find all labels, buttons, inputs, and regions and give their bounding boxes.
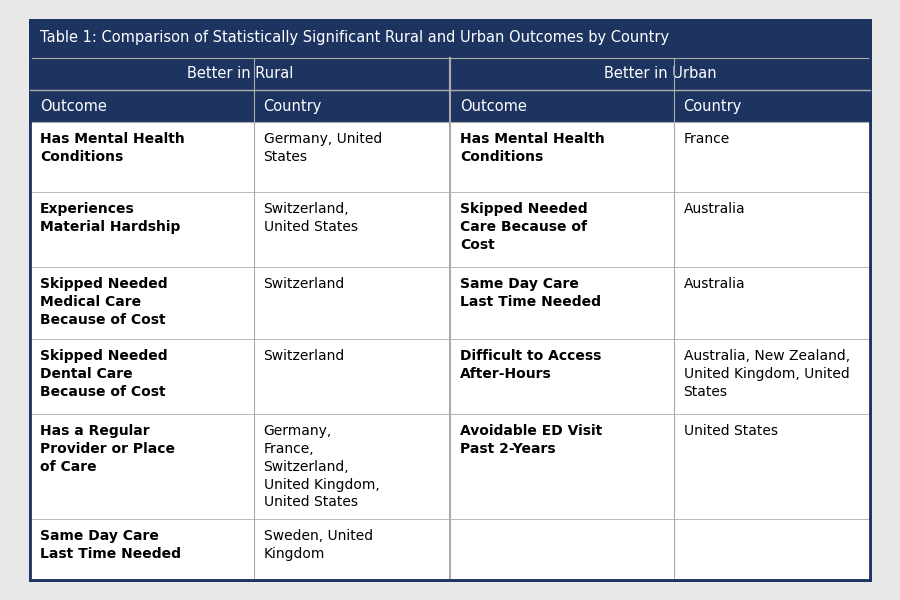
Bar — [450, 267, 673, 339]
Bar — [30, 90, 254, 122]
Text: Same Day Care
Last Time Needed: Same Day Care Last Time Needed — [40, 529, 181, 561]
Text: Experiences
Material Hardship: Experiences Material Hardship — [40, 202, 180, 234]
Text: Country: Country — [684, 99, 742, 114]
Text: Australia: Australia — [684, 202, 745, 216]
Text: Better in Rural: Better in Rural — [187, 66, 293, 81]
Text: Avoidable ED Visit
Past 2-Years: Avoidable ED Visit Past 2-Years — [460, 424, 602, 456]
Bar — [450, 519, 673, 579]
Bar — [30, 339, 254, 414]
Bar — [450, 90, 673, 122]
Bar — [673, 90, 870, 122]
Bar — [673, 414, 870, 519]
Text: Sweden, United
Kingdom: Sweden, United Kingdom — [264, 529, 373, 561]
Bar — [450, 192, 673, 267]
Bar — [673, 519, 870, 579]
Text: Outcome: Outcome — [460, 99, 526, 114]
Bar — [673, 192, 870, 267]
Bar — [254, 192, 450, 267]
Text: Outcome: Outcome — [40, 99, 107, 114]
Text: Germany,
France,
Switzerland,
United Kingdom,
United States: Germany, France, Switzerland, United Kin… — [264, 424, 379, 509]
Text: Skipped Needed
Care Because of
Cost: Skipped Needed Care Because of Cost — [460, 202, 588, 252]
Text: Better in Urban: Better in Urban — [604, 66, 716, 81]
Bar — [673, 122, 870, 192]
Bar — [30, 519, 254, 579]
Bar — [254, 414, 450, 519]
Bar — [30, 267, 254, 339]
Text: Germany, United
States: Germany, United States — [264, 132, 382, 164]
Bar — [30, 20, 870, 58]
Text: Has Mental Health
Conditions: Has Mental Health Conditions — [460, 132, 605, 164]
Text: Skipped Needed
Medical Care
Because of Cost: Skipped Needed Medical Care Because of C… — [40, 277, 167, 326]
Text: Table 1: Comparison of Statistically Significant Rural and Urban Outcomes by Cou: Table 1: Comparison of Statistically Sig… — [40, 30, 669, 45]
Text: United States: United States — [684, 424, 778, 438]
Bar — [254, 90, 450, 122]
Text: France: France — [684, 132, 730, 146]
Text: Australia, New Zealand,
United Kingdom, United
States: Australia, New Zealand, United Kingdom, … — [684, 349, 850, 398]
Text: Difficult to Access
After-Hours: Difficult to Access After-Hours — [460, 349, 601, 381]
Bar — [30, 122, 254, 192]
Bar — [30, 414, 254, 519]
Text: Has Mental Health
Conditions: Has Mental Health Conditions — [40, 132, 184, 164]
Bar — [254, 339, 450, 414]
Text: Australia: Australia — [684, 277, 745, 291]
Bar — [673, 267, 870, 339]
Bar — [450, 339, 673, 414]
Text: Skipped Needed
Dental Care
Because of Cost: Skipped Needed Dental Care Because of Co… — [40, 349, 167, 398]
Bar — [450, 58, 870, 90]
Text: Same Day Care
Last Time Needed: Same Day Care Last Time Needed — [460, 277, 601, 309]
Bar — [450, 122, 673, 192]
Bar — [30, 58, 450, 90]
Bar — [254, 519, 450, 579]
Bar — [30, 192, 254, 267]
Bar — [254, 122, 450, 192]
Text: Country: Country — [264, 99, 322, 114]
Text: Switzerland,
United States: Switzerland, United States — [264, 202, 357, 234]
Bar — [254, 267, 450, 339]
Bar — [673, 339, 870, 414]
Text: Switzerland: Switzerland — [264, 349, 345, 363]
Bar — [450, 414, 673, 519]
Text: Has a Regular
Provider or Place
of Care: Has a Regular Provider or Place of Care — [40, 424, 175, 474]
Text: Switzerland: Switzerland — [264, 277, 345, 291]
